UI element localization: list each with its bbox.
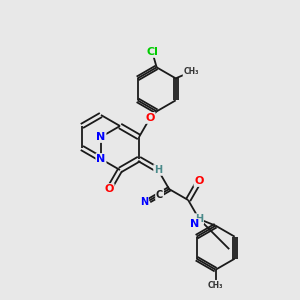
Text: Cl: Cl bbox=[146, 47, 158, 57]
Text: H: H bbox=[195, 214, 203, 224]
Text: CH₃: CH₃ bbox=[183, 67, 199, 76]
Text: N: N bbox=[96, 132, 106, 142]
Text: N: N bbox=[140, 197, 148, 207]
Text: O: O bbox=[104, 184, 114, 194]
Text: O: O bbox=[146, 113, 155, 123]
Text: N: N bbox=[96, 154, 106, 164]
Text: C: C bbox=[156, 190, 163, 200]
Text: O: O bbox=[194, 176, 204, 186]
Text: N: N bbox=[190, 219, 199, 229]
Text: CH₃: CH₃ bbox=[208, 280, 224, 290]
Text: H: H bbox=[154, 165, 162, 175]
